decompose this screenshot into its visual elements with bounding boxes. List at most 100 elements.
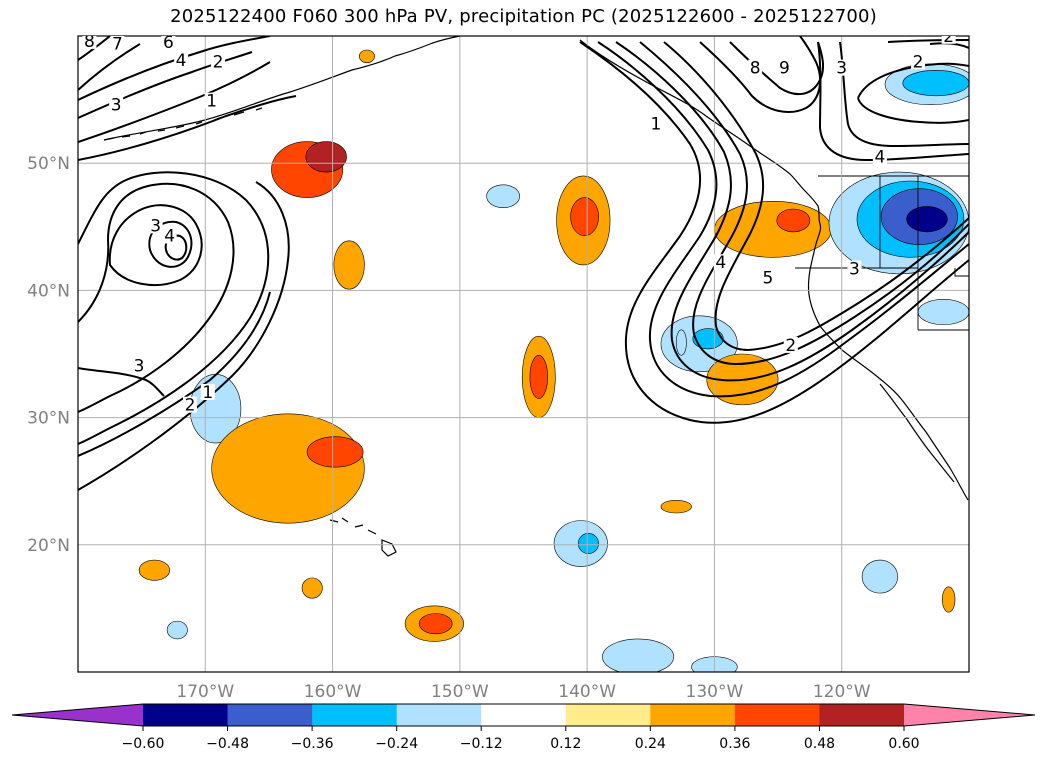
colorbar-segment [143,704,229,726]
precip-area [486,184,520,209]
x-tick-label: 160°W [304,682,362,702]
contour-label: 9 [779,59,790,79]
contour-label: 3 [134,356,145,376]
colorbar-tick-label: 0.36 [719,736,750,752]
precip-area [577,533,599,555]
contour-label-bg [148,217,163,234]
x-tick-label: 150°W [431,682,489,702]
precip-area [418,613,453,635]
contour-label-bg [200,383,215,400]
contour-label: 3 [150,216,161,236]
y-tick-label: 20°N [27,536,70,556]
contour-label: 4 [715,253,726,273]
colorbar-segment [734,704,820,726]
pv-contour [839,41,969,148]
contour-label-bg [834,59,849,76]
contour-label: 8 [84,32,95,52]
pv-contour [663,41,969,352]
x-tick-label: 140°W [558,682,616,702]
pv-contour [108,204,203,286]
precip-area [660,499,692,514]
precip-area [861,559,899,594]
precip-area [333,240,365,290]
pv-contour [699,36,822,113]
contour-label-bg [760,269,775,286]
contour-label: 2 [185,396,196,416]
contour-label-bg [162,227,177,244]
contour-label-bg [204,92,219,109]
precip-area [301,577,323,599]
pv-contour [817,41,969,162]
precip-area [692,328,724,350]
precip-area [776,208,811,233]
precip-area [305,141,347,173]
precip-area [902,70,969,97]
contour-label: 4 [874,148,885,168]
contour-label-bg [183,396,198,413]
colorbar-segment [650,704,736,726]
contour-label-bg [110,36,125,52]
y-tick-label: 40°N [27,281,70,301]
colorbar-segment [481,704,567,726]
x-tick-label: 120°W [813,682,871,702]
plot-frame [77,35,970,673]
contour-label-bg [748,59,763,76]
precip-area [359,49,375,64]
colorbar-segment [565,704,651,726]
pv-contour [78,36,271,101]
colorbar-segment [396,704,482,726]
contour-label: 4 [164,227,175,247]
contour-label-bg [847,260,862,277]
axis-ticks: 170°W 160°W 150°W 140°W 130°W 120°W 50°N 40°N 30… [27,154,871,702]
colorbar-tick-label: 0.48 [804,736,835,752]
contour-label: 1 [650,115,661,135]
bc-coast [805,191,822,271]
colorbar-tick-label: −0.36 [291,736,334,752]
colorbar-segment [819,704,905,726]
colorbar-extend-min [12,704,143,726]
contour-label: 3 [836,59,847,79]
coastlines [103,36,969,557]
precip-area [306,436,364,468]
contour-label: 1 [202,383,213,403]
precip-area [941,586,956,613]
colorbar-tick-label: −0.24 [375,736,418,752]
gulf-of-alaska-coast [579,39,807,193]
pv-contour [579,41,969,424]
contour-label-bg [941,36,956,44]
plot-background [78,36,969,672]
pv-contour [78,171,270,445]
contour-label-bg [161,36,176,51]
pv-contour [887,39,969,43]
graticule [78,36,969,672]
pv-contour [78,95,297,161]
precip-area [675,329,687,356]
pv-contour [78,291,271,457]
contour-label-bg [783,336,798,353]
contour-label: 7 [112,34,123,54]
precip-area [138,559,170,581]
contour-label-bg [132,357,147,374]
colorbar-tick-label: 0.60 [888,736,919,752]
contour-label: 2 [943,27,954,47]
precip-area [570,197,599,237]
pv-contour [78,51,253,119]
contour-label-bg [648,115,663,132]
contour-label-bg [911,53,926,70]
precip-area [211,413,365,524]
colorbar-segment [227,704,313,726]
x-tick-label: 130°W [686,682,744,702]
colorbar-tick-label: −0.12 [460,736,503,752]
contour-label-bg [713,254,728,271]
contour-label: 2 [785,336,796,356]
contour-label: 4 [176,51,187,71]
contour-label: 2 [213,52,224,72]
contour-label-bg [777,59,792,76]
contour-label: 2 [913,52,924,72]
contour-label: 5 [762,268,773,288]
colorbar-tick-label: 0.24 [635,736,666,752]
colorbar-tick-label: −0.48 [206,736,249,752]
pv-contour [639,41,969,366]
